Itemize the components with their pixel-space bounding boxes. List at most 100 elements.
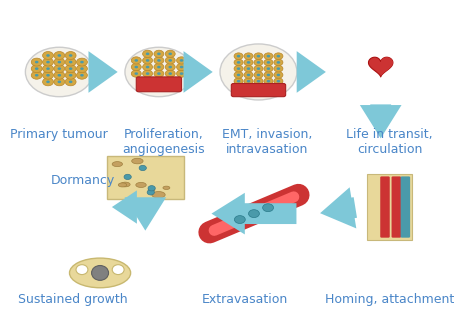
- Circle shape: [43, 52, 54, 59]
- Circle shape: [80, 67, 84, 70]
- Circle shape: [157, 59, 161, 62]
- Circle shape: [146, 72, 149, 75]
- Circle shape: [76, 71, 87, 79]
- Circle shape: [65, 78, 76, 86]
- Circle shape: [234, 59, 243, 66]
- Circle shape: [247, 74, 250, 76]
- Circle shape: [65, 58, 76, 66]
- Circle shape: [263, 204, 273, 212]
- FancyBboxPatch shape: [231, 83, 286, 97]
- Circle shape: [274, 59, 283, 66]
- Ellipse shape: [148, 188, 155, 192]
- Circle shape: [237, 74, 240, 76]
- Circle shape: [54, 52, 65, 59]
- Circle shape: [264, 72, 273, 78]
- Circle shape: [147, 190, 155, 195]
- Circle shape: [244, 53, 253, 59]
- Circle shape: [274, 78, 283, 84]
- Circle shape: [154, 70, 164, 77]
- Circle shape: [125, 47, 193, 97]
- Ellipse shape: [163, 186, 170, 190]
- Circle shape: [139, 165, 146, 171]
- Circle shape: [277, 67, 280, 70]
- Circle shape: [277, 80, 280, 82]
- Circle shape: [264, 78, 273, 84]
- Circle shape: [154, 50, 164, 58]
- Circle shape: [165, 77, 175, 84]
- Circle shape: [80, 61, 84, 63]
- Circle shape: [244, 59, 253, 66]
- Ellipse shape: [70, 258, 131, 288]
- Circle shape: [31, 58, 42, 66]
- Circle shape: [54, 58, 65, 66]
- Circle shape: [54, 78, 65, 86]
- Circle shape: [35, 74, 38, 77]
- Circle shape: [57, 67, 61, 70]
- Circle shape: [26, 47, 93, 97]
- Circle shape: [69, 67, 73, 70]
- Text: Extravasation: Extravasation: [202, 293, 288, 306]
- Circle shape: [131, 57, 141, 64]
- Circle shape: [264, 59, 273, 66]
- Circle shape: [135, 72, 138, 75]
- Circle shape: [146, 59, 149, 62]
- Polygon shape: [381, 57, 393, 77]
- Circle shape: [148, 186, 155, 191]
- Ellipse shape: [91, 266, 109, 280]
- Circle shape: [234, 78, 243, 84]
- Circle shape: [234, 53, 243, 59]
- Circle shape: [168, 53, 172, 55]
- Circle shape: [257, 55, 260, 58]
- FancyBboxPatch shape: [392, 177, 401, 238]
- Ellipse shape: [120, 182, 130, 187]
- Circle shape: [274, 53, 283, 59]
- Ellipse shape: [118, 183, 127, 187]
- Circle shape: [254, 59, 263, 66]
- Circle shape: [35, 67, 38, 70]
- Circle shape: [46, 67, 50, 70]
- Circle shape: [257, 61, 260, 64]
- Circle shape: [57, 80, 61, 83]
- Circle shape: [180, 59, 183, 62]
- Circle shape: [146, 53, 149, 55]
- Circle shape: [43, 71, 54, 79]
- Ellipse shape: [76, 265, 88, 275]
- Ellipse shape: [132, 158, 143, 164]
- Circle shape: [176, 63, 186, 71]
- Circle shape: [76, 58, 87, 66]
- Circle shape: [264, 65, 273, 72]
- Circle shape: [157, 72, 161, 75]
- Circle shape: [65, 52, 76, 59]
- Ellipse shape: [112, 161, 122, 166]
- Circle shape: [157, 79, 161, 81]
- Circle shape: [69, 54, 73, 57]
- Circle shape: [146, 79, 149, 81]
- FancyBboxPatch shape: [380, 177, 390, 238]
- Text: Sustained growth: Sustained growth: [18, 293, 128, 306]
- Circle shape: [237, 80, 240, 82]
- Circle shape: [168, 66, 172, 68]
- Circle shape: [57, 74, 61, 77]
- Circle shape: [248, 210, 259, 217]
- Circle shape: [274, 72, 283, 78]
- Circle shape: [124, 174, 131, 180]
- Circle shape: [267, 80, 270, 82]
- Circle shape: [168, 72, 172, 75]
- Text: Primary tumour: Primary tumour: [10, 128, 108, 141]
- Circle shape: [247, 67, 250, 70]
- Ellipse shape: [152, 192, 165, 198]
- Circle shape: [54, 71, 65, 79]
- Circle shape: [254, 78, 263, 84]
- Circle shape: [80, 74, 84, 77]
- Circle shape: [277, 74, 280, 76]
- Circle shape: [247, 61, 250, 64]
- Circle shape: [244, 65, 253, 72]
- Circle shape: [131, 63, 141, 71]
- Circle shape: [235, 216, 245, 223]
- Circle shape: [277, 55, 280, 58]
- Circle shape: [180, 72, 183, 75]
- Circle shape: [165, 63, 175, 71]
- Circle shape: [168, 59, 172, 62]
- Circle shape: [176, 70, 186, 77]
- Circle shape: [43, 58, 54, 66]
